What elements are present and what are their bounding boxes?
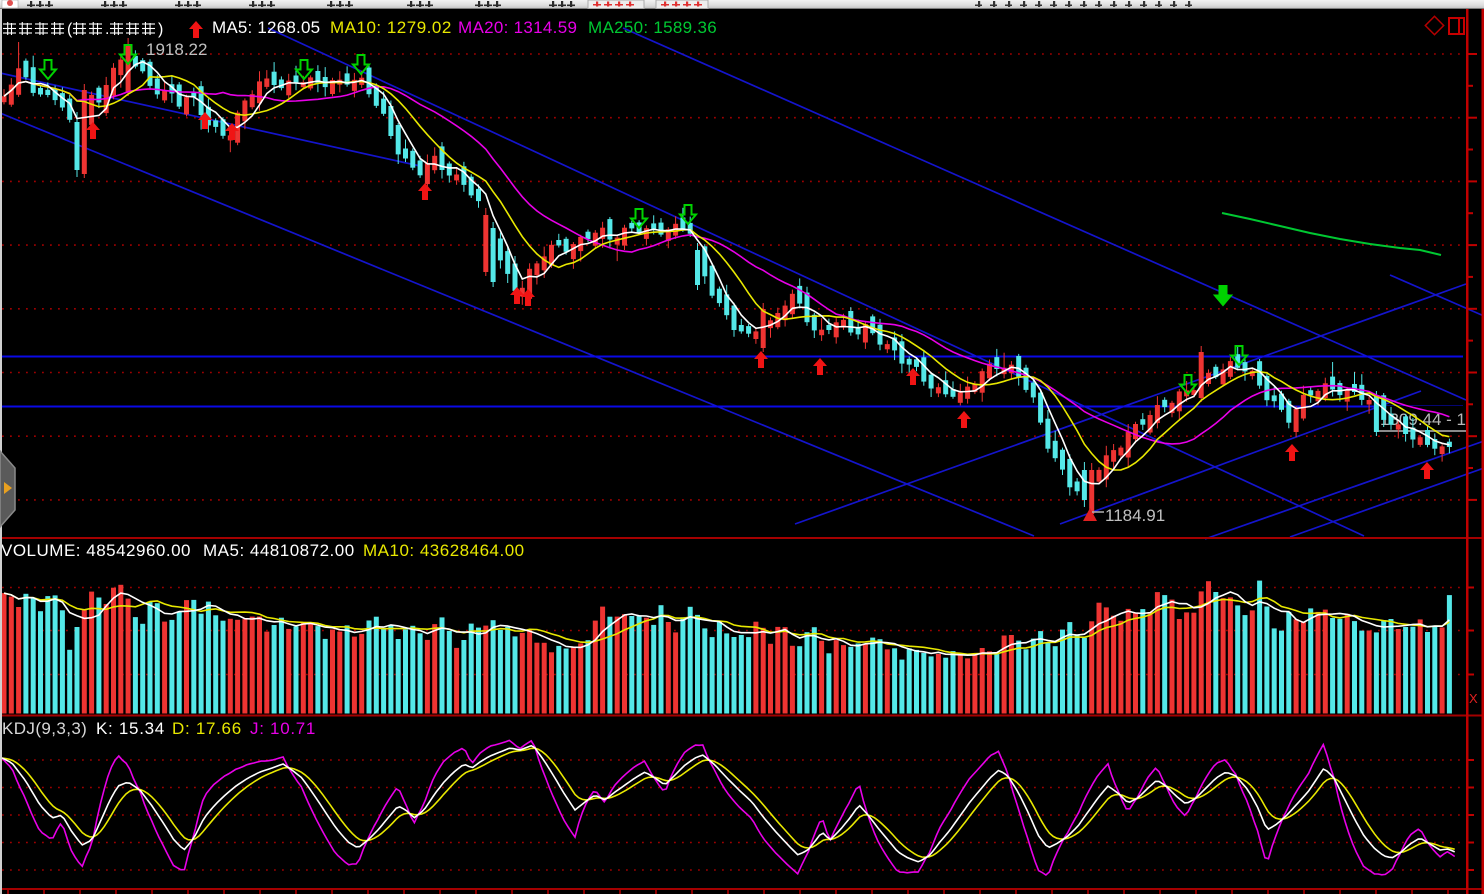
svg-text:1184.91: 1184.91 <box>1105 506 1165 525</box>
svg-text:K: 15.34: K: 15.34 <box>96 719 165 738</box>
svg-text:MA5: 44810872.00: MA5: 44810872.00 <box>203 541 355 560</box>
svg-text:MA250: 1589.36: MA250: 1589.36 <box>588 18 717 37</box>
svg-text:J: 10.71: J: 10.71 <box>250 719 316 738</box>
svg-text:KDJ(9,3,3): KDJ(9,3,3) <box>2 719 87 738</box>
svg-text:1918.22: 1918.22 <box>146 40 207 59</box>
svg-text:(: ( <box>67 21 73 38</box>
svg-text:): ) <box>158 21 163 38</box>
svg-text:MA10: 43628464.00: MA10: 43628464.00 <box>363 541 525 560</box>
svg-text:VOLUME: 48542960.00: VOLUME: 48542960.00 <box>1 541 191 560</box>
svg-text:D: 17.66: D: 17.66 <box>172 719 242 738</box>
svg-text:MA5: 1268.05: MA5: 1268.05 <box>212 18 320 37</box>
svg-text:MA20: 1314.59: MA20: 1314.59 <box>458 18 577 37</box>
svg-text:.: . <box>105 21 109 38</box>
svg-text:X: X <box>1469 691 1478 706</box>
svg-text:MA10: 1279.02: MA10: 1279.02 <box>330 18 452 37</box>
